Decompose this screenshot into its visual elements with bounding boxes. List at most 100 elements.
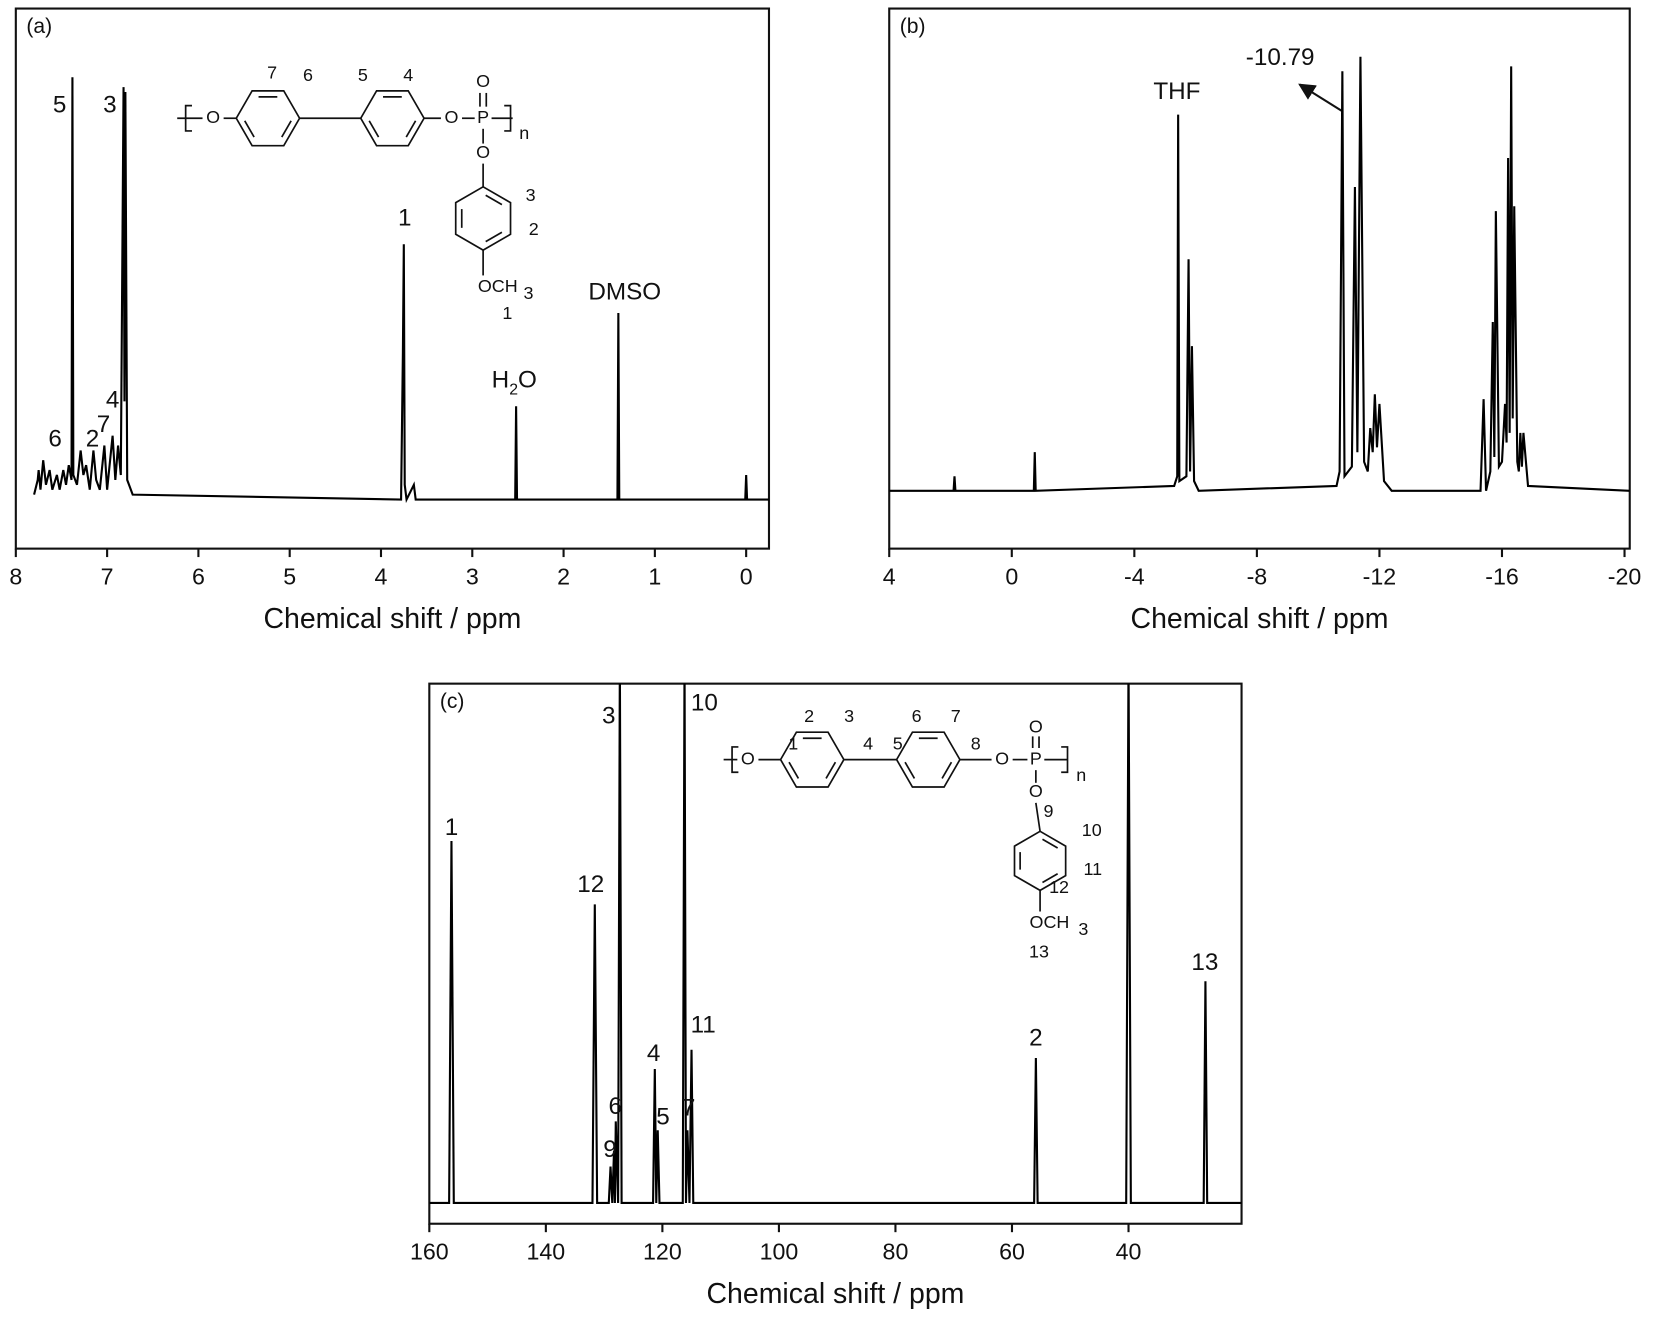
double-bond [941, 761, 953, 779]
label-part: 5 [53, 92, 66, 119]
x-tick-label: 0 [740, 563, 753, 589]
structure-label: 9 [1044, 801, 1054, 821]
structure-label: 7 [951, 706, 961, 726]
x-tick-label: 40 [1116, 1238, 1142, 1264]
structure-label: 10 [1082, 820, 1102, 840]
structure-label: 4 [863, 734, 873, 754]
ring [454, 185, 512, 252]
structure-label: 1 [788, 734, 798, 754]
label-part: 7 [682, 1095, 696, 1122]
structure-label: 1 [502, 303, 512, 323]
bracket [1061, 746, 1069, 774]
label-part: 4 [106, 387, 120, 414]
structure-label: O [1029, 717, 1043, 737]
x-axis-title: Chemical shift / ppm [1131, 603, 1389, 635]
label-part: 9 [603, 1136, 617, 1163]
structure-label: OCH [478, 276, 518, 296]
peak-label: 2 [1029, 1025, 1043, 1052]
structure-label: 2 [529, 219, 539, 239]
structure-label: 12 [1049, 877, 1069, 897]
label-part: H [492, 367, 510, 394]
double-bond [788, 761, 800, 779]
structure-label: 3 [526, 185, 536, 205]
x-axis-title: Chemical shift / ppm [263, 603, 521, 635]
bond [1035, 802, 1041, 832]
x-tick-label: 120 [643, 1238, 682, 1264]
double-bond [904, 761, 916, 779]
peak-label: 11 [691, 1012, 716, 1039]
spectrum [33, 77, 769, 504]
peak-label: 12 [577, 872, 604, 899]
peak-label: 6 [48, 426, 62, 453]
structure-label: 11 [1084, 859, 1103, 879]
arrow [1298, 83, 1343, 112]
label-part: 13 [1191, 949, 1218, 976]
label-part: 11 [691, 1012, 716, 1039]
label-part: 3 [103, 92, 117, 119]
peak-label: -10.79 [1246, 45, 1315, 72]
double-bond [405, 120, 417, 138]
double-bond [485, 231, 503, 243]
structure-label: P [1030, 748, 1042, 768]
label-part: 6 [608, 1093, 622, 1120]
peak-label: 4 [106, 387, 120, 414]
double-bond [281, 120, 292, 138]
label-part: 3 [602, 703, 616, 730]
double-bond [1042, 838, 1059, 849]
x-tick-label: -12 [1363, 563, 1397, 589]
label-part: 1 [398, 205, 412, 232]
label-part: -10.79 [1246, 45, 1315, 72]
peak-label: 7 [97, 411, 111, 438]
structure-label: 6 [303, 65, 313, 85]
label-part: THF [1153, 78, 1200, 105]
ring [235, 90, 301, 147]
label-part: 5 [656, 1104, 670, 1131]
peak-label: 7 [682, 1095, 696, 1122]
peak-label: 1 [398, 205, 412, 232]
structure-label: O [1029, 781, 1043, 801]
x-tick-label: -20 [1608, 563, 1642, 589]
peak-label: 9 [603, 1136, 617, 1163]
bracket [731, 746, 739, 774]
x-tick-label: 140 [527, 1238, 566, 1264]
peak-label: 4 [647, 1040, 661, 1067]
peak-label: 1 [445, 814, 459, 841]
peak-label: 10 [691, 690, 718, 717]
structure-label: 6 [912, 706, 922, 726]
label-part: 2 [509, 381, 518, 398]
label-part: 2 [86, 426, 100, 453]
structure-label: O [476, 142, 490, 162]
x-tick-label: -4 [1124, 563, 1145, 589]
double-bond [243, 120, 255, 138]
x-tick-label: 160 [410, 1238, 449, 1264]
x-tick-label: 60 [999, 1238, 1025, 1264]
structure-label: O [476, 71, 490, 91]
structure-label: 8 [971, 734, 981, 754]
x-tick-label: 80 [883, 1238, 909, 1264]
x-tick-label: 0 [1005, 563, 1018, 589]
x-tick-label: 4 [883, 563, 896, 589]
structure-label: OCH [1030, 912, 1070, 932]
peak-label: DMSO [588, 279, 661, 306]
ring [895, 731, 961, 788]
bracket [504, 104, 512, 132]
peak-label: 3 [103, 92, 117, 119]
label-part: 7 [97, 411, 111, 438]
x-tick-label: 6 [192, 563, 205, 589]
label-part: 10 [691, 690, 718, 717]
structure-label: n [1076, 765, 1086, 785]
x-tick-label: 100 [760, 1238, 799, 1264]
peak-label: 3 [602, 703, 616, 730]
structure-label: 5 [893, 734, 903, 754]
x-tick-label: -8 [1247, 563, 1268, 589]
structure-label: 5 [358, 65, 368, 85]
x-tick-label: 1 [648, 563, 661, 589]
label-part: O [518, 367, 537, 394]
label-part: 12 [577, 872, 604, 899]
structure-label: n [519, 123, 529, 143]
double-bond [825, 761, 837, 779]
double-bond [485, 194, 503, 206]
x-tick-label: 7 [101, 563, 114, 589]
structure-label: O [206, 107, 220, 127]
